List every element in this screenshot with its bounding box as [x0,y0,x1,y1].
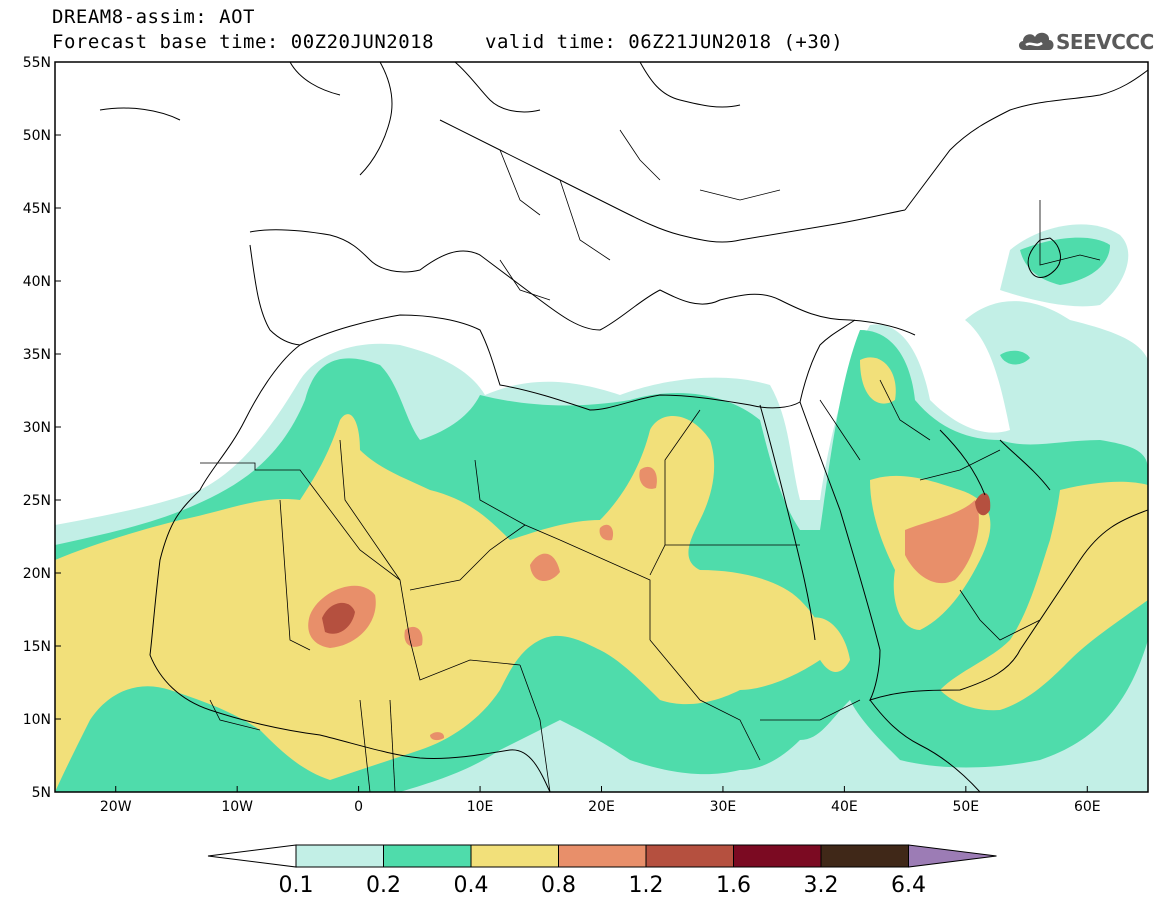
lat-label: 15N [23,639,51,655]
colorbar-label: 0.4 [454,873,489,898]
seevccc-logo: SEEVCCC [1016,24,1156,60]
colorbar-label: 0.8 [541,873,576,898]
lon-label: 20E [588,799,615,815]
lat-label: 30N [23,420,51,436]
lon-label: 20W [100,799,132,815]
lat-label: 35N [23,347,51,363]
aot-field [55,224,1148,792]
lat-label: 55N [23,55,51,71]
colorbar-swatch [558,844,647,868]
latitude-axis: 55N 50N 45N 40N 35N 30N 25N 20N 15N 10N 5N [23,55,61,801]
lat-label: 20N [23,566,51,582]
colorbar-label: 3.2 [804,873,839,898]
lat-label: 10N [23,712,51,728]
lon-label: 60E [1074,799,1101,815]
lon-label: 40E [831,799,858,815]
lat-label: 50N [23,128,51,144]
lon-label: 50E [952,799,979,815]
colorbar-swatch [295,844,384,868]
colorbar-label: 1.2 [629,873,664,898]
lat-label: 25N [23,493,51,509]
colorbar-label: 6.4 [891,873,926,898]
cloud-icon [1018,32,1054,50]
lat-label: 40N [23,274,51,290]
colorbar-over-arrow [908,844,997,868]
valid-time: valid time: 06Z21JUN2018 (+30) [485,31,844,53]
logo-text: SEEVCCC [1056,30,1154,54]
forecast-base-time: Forecast base time: 00Z20JUN2018 [52,31,435,53]
country-borders [200,129,1101,792]
colorbar-label: 1.6 [716,873,751,898]
colorbar-swatch [820,844,909,868]
colorbar-under-arrow [207,844,297,868]
lat-label: 45N [23,201,51,217]
lon-label: 0 [354,799,363,815]
lon-label: 10W [221,799,253,815]
map-title: DREAM8-assim: AOT [52,6,255,28]
colorbar-label: 0.2 [366,873,401,898]
colorbar: 0.1 0.2 0.4 0.8 1.2 1.6 3.2 6.4 [207,844,997,898]
lon-label: 30E [710,799,737,815]
colorbar-swatch [733,844,822,868]
colorbar-swatch [470,844,559,868]
colorbar-swatch [383,844,472,868]
lat-label: 5N [32,785,51,801]
coastlines [99,62,1148,792]
aot-band-1-2 [322,492,991,634]
lon-label: 10E [467,799,494,815]
longitude-axis: 20W 10W 0 10E 20E 30E 40E 50E 60E [100,786,1101,815]
colorbar-label: 0.1 [279,873,314,898]
colorbar-swatch [645,844,734,868]
